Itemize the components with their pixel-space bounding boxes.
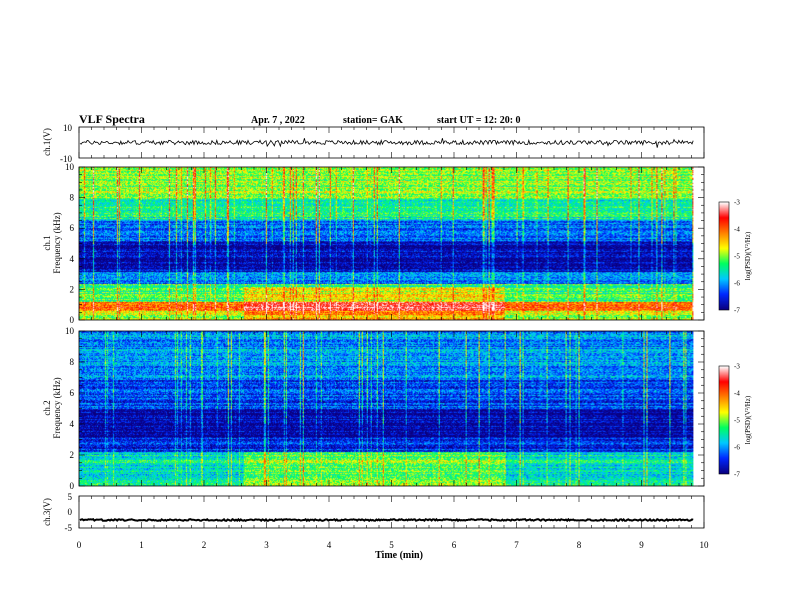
- ch1-spectrogram-panel: 0 2 4 6 8 10 ch.1 Frequency (kHz): [42, 162, 705, 325]
- ch1-spectrogram-ytick-label-0: 0: [70, 315, 75, 325]
- ch2-frequency-ylabel: Frequency (kHz): [52, 377, 62, 438]
- x-axis-tick-label-6: 6: [452, 540, 457, 550]
- ch1-colorbar-label: log(PSD)(V²/Hz): [744, 231, 752, 280]
- ch1-spectrogram-image: [79, 167, 694, 320]
- ch2-spectrogram-panel: 0 2 4 6 8 10 ch.2 Frequency (kHz): [42, 326, 705, 491]
- ch1-frequency-ylabel: Frequency (kHz): [52, 212, 62, 273]
- x-axis-tick-label-9: 9: [639, 540, 644, 550]
- ch1-colorbar-tick-4: -7: [734, 307, 740, 315]
- ch1-colorbar-tick-3: -6: [734, 280, 740, 288]
- x-axis-tick-label-3: 3: [264, 540, 269, 550]
- ch1-spectrogram-ytick-labels: 0 2 4 6 8 10: [65, 162, 75, 325]
- ch1-waveform-panel: 10 -10 ch.1(V): [42, 123, 705, 164]
- ch1-colorbar-tick-0: -3: [734, 199, 740, 207]
- ch2-spectrogram-ticks: [78, 330, 705, 487]
- x-axis-tick-label-8: 8: [577, 540, 582, 550]
- ch1-spectrogram-ytick-label-3: 6: [70, 223, 75, 233]
- ch1-spectrogram-ytick-label-2: 4: [70, 254, 75, 264]
- ch1-colorbar-frame: [718, 201, 730, 311]
- ch3-ytick-mid: 0: [68, 507, 73, 517]
- x-axis-tick-label-10: 10: [700, 540, 710, 550]
- ch2-spectrogram-ytick-labels: 0 2 4 6 8 10: [65, 326, 75, 491]
- ch1-waveform-ticks: [78, 127, 705, 158]
- ch2-colorbar-tick-labels: -3 -4 -5 -6 -7: [734, 363, 740, 479]
- ch1-colorbar: -3 -4 -5 -6 -7 log(PSD)(V²/Hz): [718, 199, 752, 315]
- ch2-colorbar-tick-4: -7: [734, 471, 740, 479]
- ch2-spectrogram-ytick-label-4: 8: [70, 357, 75, 367]
- ch2-spectrogram-image: [79, 331, 694, 486]
- ch2-spectrogram-ytick-label-0: 0: [70, 481, 75, 491]
- ch1-channel-label: ch.1: [42, 235, 52, 250]
- ch1-waveform-ylabel: ch.1(V): [42, 128, 52, 156]
- ch1-spectrogram-ticks: [78, 166, 705, 321]
- x-axis-tick-label-7: 7: [514, 540, 519, 550]
- ch2-spectrogram-ytick-label-2: 4: [70, 419, 75, 429]
- ch1-spectrogram-ytick-label-1: 2: [70, 284, 75, 294]
- ch1-colorbar-tick-1: -4: [734, 226, 740, 234]
- start-time-label: start UT = 12: 20: 0: [437, 115, 521, 126]
- x-axis-label: Time (min): [375, 550, 423, 561]
- ch1-ytick-top: 10: [63, 123, 73, 133]
- date-label: Apr. 7 , 2022: [251, 115, 305, 126]
- ch3-ytick-top: 5: [68, 492, 73, 502]
- ch2-colorbar-label: log(PSD)(V²/Hz): [744, 395, 752, 444]
- ch3-waveform-ticks: [78, 496, 705, 528]
- ch1-colorbar-tick-labels: -3 -4 -5 -6 -7: [734, 199, 740, 315]
- ch1-spectrogram-ytick-label-5: 10: [65, 162, 75, 172]
- ch2-colorbar-tick-3: -6: [734, 444, 740, 452]
- ch3-ytick-bottom: -5: [65, 523, 73, 533]
- ch3-waveform-ylabel: ch.3(V): [42, 498, 52, 526]
- x-axis-tick-label-2: 2: [202, 540, 207, 550]
- x-axis-tick-label-4: 4: [327, 540, 332, 550]
- ch2-channel-label: ch.2: [42, 400, 52, 415]
- figure-title: VLF Spectra: [79, 112, 145, 126]
- ch2-spectrogram-ytick-label-1: 2: [70, 450, 75, 460]
- ch1-colorbar-gradient: [719, 202, 729, 310]
- ch2-colorbar-frame: [718, 365, 730, 475]
- ch2-spectrogram-ytick-label-5: 10: [65, 326, 75, 336]
- ch1-spectrogram-ytick-label-4: 8: [70, 193, 75, 203]
- ch1-colorbar-tick-2: -5: [734, 253, 740, 261]
- ch1-waveform-line: [79, 138, 694, 148]
- ch2-colorbar-tick-1: -4: [734, 390, 740, 398]
- station-label: station= GAK: [343, 115, 403, 126]
- ch2-colorbar-gradient: [719, 366, 729, 474]
- ch2-colorbar-tick-0: -3: [734, 363, 740, 371]
- ch1-ytick-bottom: -10: [60, 154, 72, 164]
- ch3-waveform-panel: 5 0 -5 ch.3(V): [42, 492, 705, 533]
- x-axis-tick-label-1: 1: [139, 540, 144, 550]
- x-axis-tick-labels: 0 1 2 3 4 5 6 7 8 9 10: [77, 540, 709, 550]
- x-axis-tick-label-0: 0: [77, 540, 82, 550]
- ch3-waveform-line: [79, 517, 694, 523]
- ch2-colorbar: -3 -4 -5 -6 -7 log(PSD)(V²/Hz): [718, 363, 752, 479]
- ch2-spectrogram-ytick-label-3: 6: [70, 388, 75, 398]
- x-axis-tick-label-5: 5: [389, 540, 394, 550]
- ch2-colorbar-tick-2: -5: [734, 417, 740, 425]
